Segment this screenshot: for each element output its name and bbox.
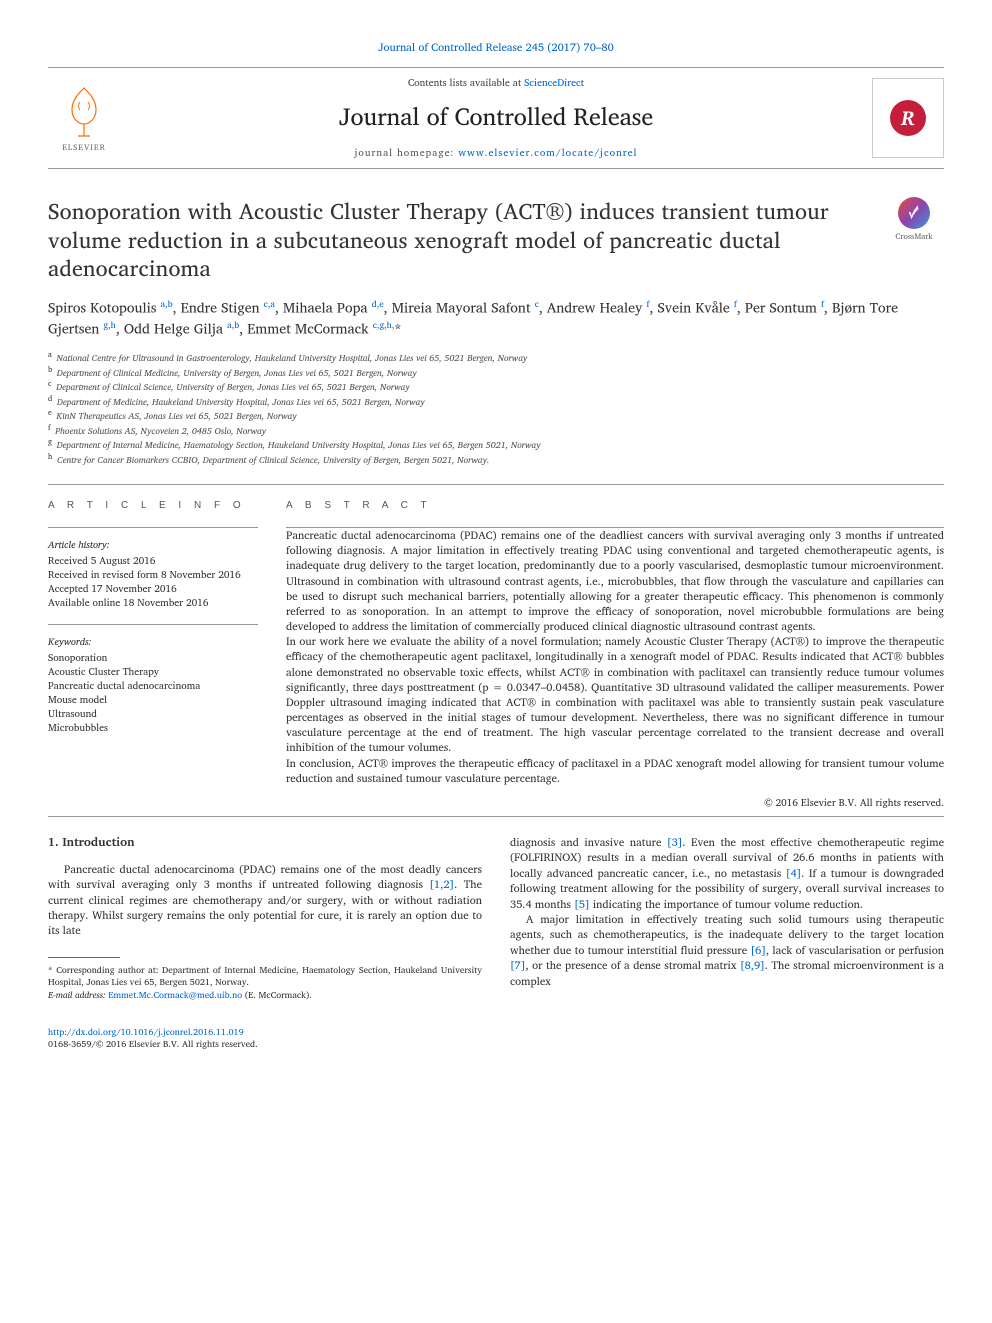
affiliation-line: g Department of Internal Medicine, Haema… (48, 437, 944, 452)
intro-para-left: Pancreatic ductal adenocarcinoma (PDAC) … (48, 862, 482, 939)
journal-cover-icon: R (890, 100, 926, 136)
crossmark-badge[interactable]: ✓ CrossMark (884, 197, 944, 242)
ref-link[interactable]: [8,9] (740, 956, 765, 974)
rule-above-info (48, 484, 944, 485)
footnotes: * Corresponding author at: Department of… (48, 964, 482, 1002)
elsevier-label: ELSEVIER (62, 142, 106, 153)
history-line: Available online 18 November 2016 (48, 596, 258, 610)
intro-para-right-2: A major limitation in effectively treati… (510, 912, 944, 989)
rule-below-abstract (48, 816, 944, 817)
journal-homepage-link[interactable]: www.elsevier.com/locate/jconrel (458, 145, 637, 161)
keyword-line: Acoustic Cluster Therapy (48, 665, 258, 679)
intro-para-right-1: diagnosis and invasive nature [3]. Even … (510, 835, 944, 912)
elsevier-logo: ELSEVIER (48, 78, 120, 158)
abstract-copyright: © 2016 Elsevier B.V. All rights reserved… (286, 796, 944, 810)
homepage-prefix: journal homepage: (354, 145, 458, 161)
history-line: Accepted 17 November 2016 (48, 582, 258, 596)
abstract-column: A B S T R A C T Pancreatic ductal adenoc… (286, 499, 944, 810)
keyword-line: Ultrasound (48, 707, 258, 721)
journal-homepage-line: journal homepage: www.elsevier.com/locat… (132, 146, 860, 160)
abstract-head: A B S T R A C T (286, 499, 944, 513)
history-line: Received 5 August 2016 (48, 554, 258, 568)
intro-heading: 1. Introduction (48, 835, 482, 852)
keyword-line: Mouse model (48, 693, 258, 707)
article-title: Sonoporation with Acoustic Cluster Thera… (48, 197, 872, 283)
history-line: Received in revised form 8 November 2016 (48, 568, 258, 582)
article-info-column: A R T I C L E I N F O Article history: R… (48, 499, 258, 810)
ref-link[interactable]: [1,2] (429, 875, 454, 893)
footnote-rule (48, 957, 120, 958)
abstract-para-3: In conclusion, ACT® improves the therape… (286, 756, 944, 786)
keywords-head: Keywords: (48, 635, 258, 649)
email-label: E-mail address: (48, 987, 108, 1002)
keyword-line: Pancreatic ductal adenocarcinoma (48, 679, 258, 693)
page-footer: http://dx.doi.org/10.1016/j.jconrel.2016… (48, 1026, 944, 1051)
journal-cover-thumb: R (872, 78, 944, 158)
masthead: ELSEVIER Contents lists available at Sci… (48, 67, 944, 169)
affiliations: a National Centre for Ultrasound in Gast… (48, 350, 944, 466)
affiliation-line: h Centre for Cancer Biomarkers CCBIO, De… (48, 452, 944, 467)
affiliation-line: f Phoenix Solutions AS, Nycoveien 2, 048… (48, 423, 944, 438)
affiliation-line: a National Centre for Ultrasound in Gast… (48, 350, 944, 365)
ref-link[interactable]: [4] (786, 864, 802, 882)
header-citation: Journal of Controlled Release 245 (2017)… (48, 40, 944, 55)
crossmark-icon: ✓ (898, 197, 930, 229)
affiliation-line: d Department of Medicine, Haukeland Univ… (48, 394, 944, 409)
issn-copyright: 0168-3659/© 2016 Elsevier B.V. All right… (48, 1036, 258, 1051)
affiliation-line: c Department of Clinical Science, Univer… (48, 379, 944, 394)
affiliation-line: b Department of Clinical Medicine, Unive… (48, 365, 944, 380)
body-col-left: 1. Introduction Pancreatic ductal adenoc… (48, 835, 482, 1002)
contents-prefix: Contents lists available at (408, 75, 524, 91)
keyword-line: Sonoporation (48, 651, 258, 665)
header-citation-link[interactable]: Journal of Controlled Release 245 (2017)… (378, 38, 614, 56)
ref-link[interactable]: [7] (510, 956, 526, 974)
keyword-line: Microbubbles (48, 721, 258, 735)
abstract-para-1: Pancreatic ductal adenocarcinoma (PDAC) … (286, 528, 944, 634)
abstract-para-2: In our work here we evaluate the ability… (286, 634, 944, 755)
article-info-head: A R T I C L E I N F O (48, 499, 258, 513)
contents-available-line: Contents lists available at ScienceDirec… (132, 76, 860, 90)
elsevier-tree-icon (60, 84, 108, 140)
affiliation-line: e KinN Therapeutics AS, Jonas Lies vei 6… (48, 408, 944, 423)
history-head: Article history: (48, 538, 258, 552)
sciencedirect-link[interactable]: ScienceDirect (524, 75, 584, 91)
email-line: E-mail address: Emmet.Mc.Cormack@med.uib… (48, 989, 482, 1002)
journal-name: Journal of Controlled Release (132, 100, 860, 134)
author-list: Spiros Kotopoulis a,b, Endre Stigen c,a,… (48, 297, 944, 340)
corresponding-author-note: * Corresponding author at: Department of… (48, 964, 482, 989)
ref-link[interactable]: [3] (667, 833, 683, 851)
email-suffix: (E. McCormack). (242, 987, 312, 1002)
corresponding-email-link[interactable]: Emmet.Mc.Cormack@med.uib.no (108, 987, 242, 1002)
body-col-right: diagnosis and invasive nature [3]. Even … (510, 835, 944, 1002)
crossmark-label: CrossMark (895, 231, 932, 242)
